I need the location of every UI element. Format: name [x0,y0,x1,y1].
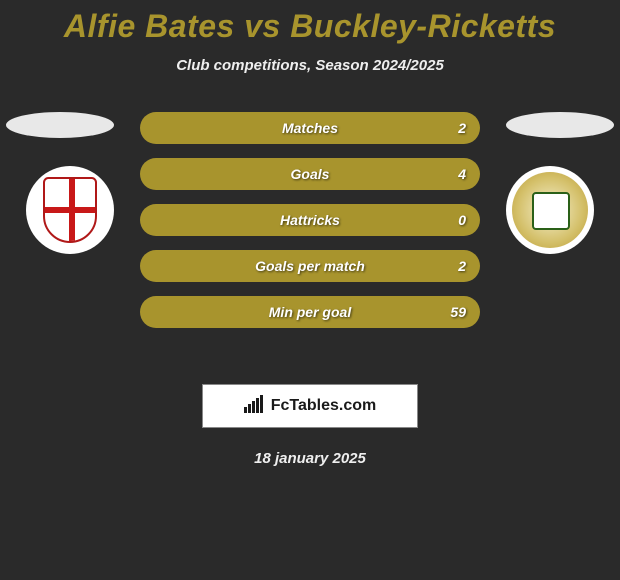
player-marker-right [506,112,614,138]
brand-attribution[interactable]: FcTables.com [202,384,418,428]
stat-value: 0 [458,212,466,228]
comparison-card: Alfie Bates vs Buckley-Ricketts Club com… [0,0,620,467]
stat-row-goals: Goals 4 [140,158,480,190]
stat-label: Min per goal [269,304,351,320]
brand-name: FcTables.com [271,397,377,415]
club-logo-right [506,166,594,254]
comparison-title: Alfie Bates vs Buckley-Ricketts [0,8,620,45]
stat-label: Hattricks [280,212,340,228]
stat-row-goals-per-match: Goals per match 2 [140,250,480,282]
stat-row-min-per-goal: Min per goal 59 [140,296,480,328]
stats-area: Matches 2 Goals 4 Hattricks 0 Goals per … [0,104,620,364]
stat-label: Goals [291,166,330,182]
emblem-icon [512,172,588,248]
stat-row-hattricks: Hattricks 0 [140,204,480,236]
player-marker-left [6,112,114,138]
stat-bars: Matches 2 Goals 4 Hattricks 0 Goals per … [140,112,480,342]
chart-bars-icon [244,395,266,418]
club-logo-left [26,166,114,254]
stat-value: 4 [458,166,466,182]
shield-icon [43,177,97,243]
comparison-subtitle: Club competitions, Season 2024/2025 [0,57,620,74]
stat-value: 59 [450,304,466,320]
stat-value: 2 [458,258,466,274]
stat-row-matches: Matches 2 [140,112,480,144]
snapshot-date: 18 january 2025 [0,450,620,467]
stat-label: Goals per match [255,258,365,274]
stat-label: Matches [282,120,338,136]
stat-value: 2 [458,120,466,136]
